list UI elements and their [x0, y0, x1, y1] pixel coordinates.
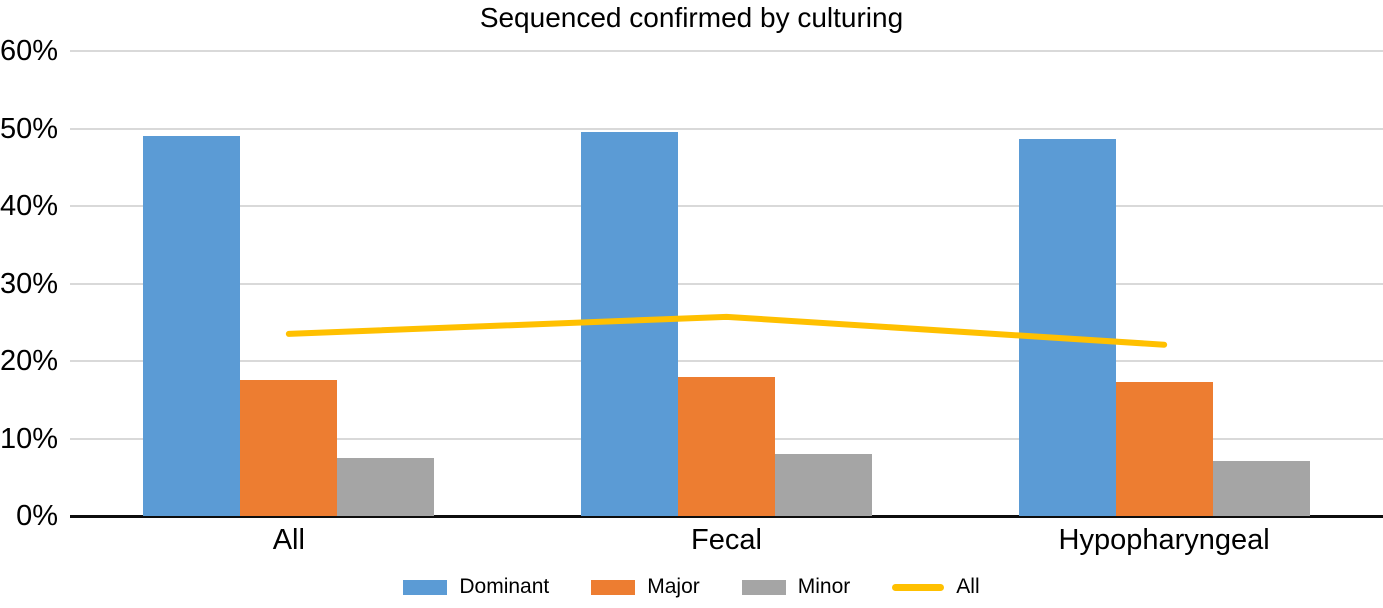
gridline-40: [70, 205, 1383, 207]
gridline-60: [70, 50, 1383, 52]
bar-dominant-all: [143, 136, 241, 516]
legend-item-major: Major: [591, 575, 700, 599]
x-axis-label-fecal: Fecal: [691, 524, 762, 556]
legend-swatch-minor-icon: [741, 579, 786, 595]
bar-major-fecal: [678, 377, 775, 516]
legend-label-major: Major: [647, 575, 700, 598]
legend: Dominant Major Minor All: [0, 575, 1383, 599]
legend-item-minor: Minor: [741, 575, 851, 599]
legend-swatch-major-icon: [591, 579, 636, 595]
y-tick-label-60: 60%: [0, 35, 59, 67]
gridline-30: [70, 282, 1383, 285]
x-axis-label-hypopharyngeal: Hypopharyngeal: [1058, 524, 1270, 556]
gridline-50: [70, 127, 1383, 130]
x-axis-label-all: All: [272, 524, 305, 556]
legend-label-all: All: [956, 575, 980, 598]
legend-line-marker-all-icon: [892, 583, 945, 591]
legend-item-all: All: [892, 575, 980, 599]
y-tick-label-0: 0%: [16, 500, 58, 532]
bar-dominant-hypopharyngeal: [1018, 139, 1116, 516]
y-tick-label-30: 30%: [0, 267, 59, 300]
y-tick-label-20: 20%: [0, 345, 59, 377]
legend-label-minor: Minor: [797, 575, 851, 598]
y-tick-label-40: 40%: [0, 190, 59, 222]
bar-dominant-fecal: [581, 132, 678, 516]
legend-label-dominant: Dominant: [459, 575, 550, 598]
gridline-20: [70, 360, 1383, 362]
bar-minor-fecal: [775, 454, 872, 516]
chart-title: Sequenced confirmed by culturing: [479, 2, 904, 33]
y-tick-label-10: 10%: [0, 422, 59, 455]
bar-minor-hypopharyngeal: [1212, 460, 1310, 516]
bar-major-hypopharyngeal: [1115, 381, 1213, 516]
legend-swatch-dominant-icon: [403, 579, 448, 595]
y-tick-label-50: 50%: [0, 112, 59, 145]
bar-minor-all: [337, 457, 435, 516]
legend-item-dominant: Dominant: [403, 575, 549, 599]
x-axis-line: [70, 515, 1383, 518]
bar-major-all: [240, 379, 338, 516]
